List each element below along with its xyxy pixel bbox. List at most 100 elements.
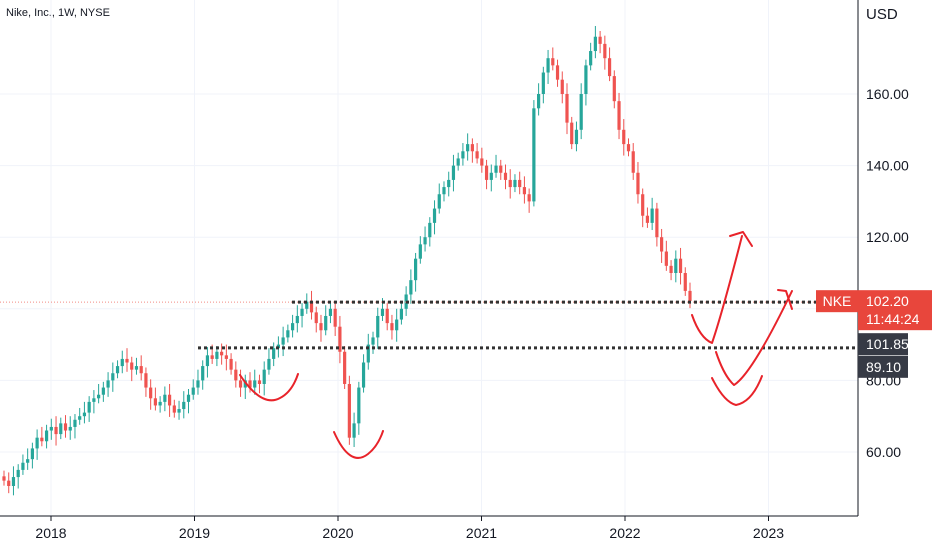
candle	[281, 337, 285, 345]
candle	[295, 315, 299, 324]
price-axis-tick: 160.00	[866, 86, 909, 102]
time-axis-tick: 2020	[322, 525, 353, 541]
candle	[134, 366, 139, 370]
candle	[97, 394, 101, 399]
candle	[598, 36, 602, 44]
candle	[470, 144, 474, 152]
candle	[309, 301, 314, 313]
candle	[570, 122, 574, 145]
candle	[385, 308, 389, 324]
candle	[125, 358, 129, 363]
level-tag-background	[858, 333, 908, 356]
candle	[338, 326, 342, 352]
candle	[489, 172, 493, 180]
candle	[11, 477, 16, 487]
candle	[324, 315, 328, 331]
candle	[366, 344, 370, 363]
price-axis-tick: 140.00	[866, 158, 909, 174]
candles-layer	[2, 25, 692, 496]
candle	[54, 426, 58, 435]
candle	[2, 476, 6, 481]
candle	[205, 355, 210, 367]
candle	[626, 144, 631, 152]
candle	[376, 315, 380, 338]
candle	[300, 308, 304, 316]
time-axis-tick: 2021	[466, 525, 497, 541]
candle	[153, 398, 157, 406]
currency-label: USD	[866, 6, 898, 23]
time-axis-tick: 2023	[753, 525, 784, 541]
candle	[87, 401, 91, 413]
candle	[593, 36, 597, 52]
candle	[59, 423, 63, 435]
candle	[319, 323, 323, 331]
candle	[503, 172, 508, 180]
candle	[532, 108, 536, 202]
candle	[186, 394, 191, 402]
candle	[290, 323, 295, 331]
candle	[409, 280, 413, 295]
price-axis-tick: 60.00	[866, 444, 901, 460]
candle	[262, 369, 266, 384]
last-price-tag-background	[858, 290, 932, 331]
candle	[418, 244, 422, 259]
candle	[7, 480, 11, 487]
candle	[305, 301, 309, 309]
ticker-tag-background	[816, 290, 858, 313]
candle	[357, 387, 361, 424]
candle	[361, 362, 366, 388]
candle	[210, 355, 214, 359]
candle	[328, 308, 333, 316]
candle	[130, 362, 134, 370]
candle	[541, 72, 545, 94]
time-axis[interactable]: 2018 2019 2020 2021 2022 2023	[35, 516, 784, 541]
candle	[584, 65, 588, 94]
candle	[461, 151, 465, 159]
level-tag-value: 101.85	[866, 336, 909, 352]
candle	[26, 459, 30, 463]
candle	[44, 430, 49, 442]
candle	[674, 258, 678, 273]
candle	[428, 222, 432, 238]
candle	[73, 419, 77, 427]
level-tag-background	[858, 355, 908, 378]
candle	[555, 65, 560, 80]
candle	[380, 308, 385, 316]
candle	[158, 401, 162, 406]
candle	[664, 251, 668, 266]
candle	[551, 58, 555, 66]
candle	[371, 337, 375, 345]
candle	[21, 462, 25, 470]
candle	[560, 79, 564, 94]
candle	[432, 208, 437, 223]
candle	[636, 172, 640, 195]
candle	[423, 237, 427, 245]
candle	[607, 58, 612, 77]
candle	[30, 448, 34, 460]
ticker-tag: NKE	[823, 293, 852, 309]
candle	[522, 187, 527, 195]
candle	[191, 387, 195, 395]
candle	[508, 179, 512, 188]
candle	[442, 187, 446, 195]
hand-drawn-annotation	[715, 290, 793, 386]
candle	[414, 258, 418, 281]
chart-grid	[0, 0, 858, 516]
candle	[641, 194, 645, 216]
candle	[333, 308, 337, 327]
candle	[352, 423, 356, 438]
candle	[78, 416, 82, 420]
hand-drawn-annotation	[691, 235, 743, 344]
candle	[101, 387, 105, 395]
candle	[574, 129, 579, 145]
candle	[447, 179, 451, 188]
annotations-layer	[239, 231, 793, 459]
candle	[120, 358, 124, 367]
candle	[683, 273, 687, 291]
candle	[49, 426, 53, 431]
candle	[182, 401, 186, 410]
candle	[253, 380, 257, 388]
candle	[248, 380, 252, 388]
